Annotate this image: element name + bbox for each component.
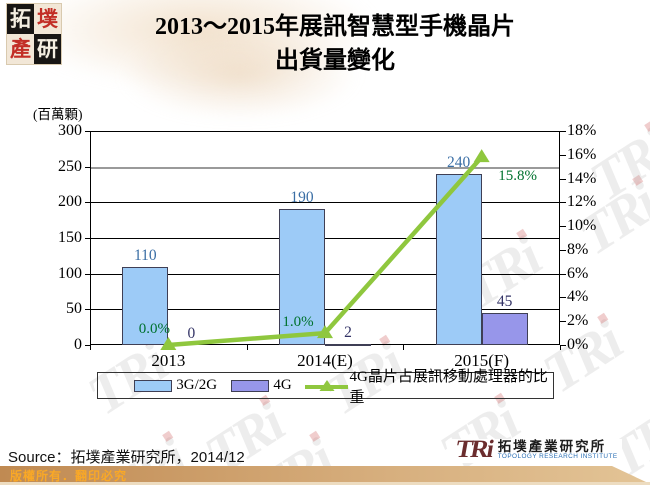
left-axis-tick: [85, 202, 90, 204]
legend-label-4g: 4G: [273, 377, 292, 393]
right-axis-tick: [560, 202, 566, 204]
left-axis-label: 150: [58, 229, 82, 246]
left-axis-unit-label: (百萬顆): [33, 107, 83, 122]
x-axis-tick: [246, 345, 248, 350]
source-note: Source：拓墣產業研究所，2014/12: [8, 449, 245, 466]
right-axis-label: 10%: [567, 217, 597, 235]
right-axis-tick: [560, 154, 566, 156]
right-axis-tick: [560, 345, 566, 346]
left-axis-label: 100: [58, 264, 82, 282]
left-axis-label: 250: [58, 157, 82, 175]
right-axis-tick: [560, 297, 566, 299]
left-axis-tick: [85, 238, 90, 239]
right-axis-tick: [560, 178, 566, 180]
left-axis-tick: [85, 131, 90, 132]
left-axis-tick: [85, 345, 90, 346]
bar-3G2G-2013: [122, 266, 169, 345]
seal-char: 拓: [7, 4, 34, 34]
right-axis-tick: [560, 321, 566, 323]
left-axis-tick: [85, 273, 90, 275]
line-data-label: 0.0%: [138, 321, 170, 337]
bar-3G2G-2015(F): [435, 173, 482, 345]
line-data-label: 1.0%: [282, 314, 314, 331]
legend-swatch-4g: [231, 379, 270, 392]
right-axis-label: 8%: [567, 240, 589, 258]
legend-line-marker-icon: [304, 379, 348, 391]
right-axis-tick: [560, 249, 566, 251]
left-axis-tick: [85, 309, 90, 311]
chart-title: 2013～2015年展訊智慧型手機晶片 出貨量變化: [70, 10, 600, 78]
right-axis-label: 4%: [567, 288, 589, 306]
legend-label-3g2g: 3G/2G: [176, 377, 218, 393]
seal-char: 墣: [37, 6, 58, 31]
bar-data-label: 110: [133, 246, 157, 264]
copyright-text: 版權所有．翻印必究: [10, 469, 128, 483]
legend-label-line: 4G晶片占展訊移動處理器的比重: [349, 368, 548, 406]
x-axis-tick: [90, 345, 91, 350]
chart-title-line2: 出貨量變化: [275, 48, 395, 74]
tri-logo-name-zh: 拓墣產業研究所: [497, 438, 607, 454]
bar-data-label: 240: [447, 153, 471, 171]
right-axis-label: 2%: [567, 312, 589, 330]
left-axis-label: 50: [66, 300, 82, 318]
legend: 3G/2G 4G 4G晶片占展訊移動處理器的比重: [97, 369, 554, 406]
seal-char: 研: [34, 34, 61, 64]
gridline: [91, 238, 559, 239]
right-axis-label: 12%: [567, 193, 597, 211]
right-axis-label: 0%: [567, 336, 589, 353]
line-data-label: 15.8%: [498, 168, 538, 185]
left-axis-label: 300: [58, 122, 82, 139]
left-axis-label: 200: [58, 193, 82, 211]
footer-bar-shadow: [0, 482, 650, 485]
tri-logo-name-en: TOPOLOGY RESEARCH INSTITUTE: [497, 453, 618, 461]
chart-title-line1: 2013～2015年展訊智慧型手機晶片: [155, 14, 515, 40]
legend-swatch-3g2g: [134, 379, 173, 392]
x-axis-tick: [403, 345, 405, 350]
bar-4G-2015(F): [481, 312, 528, 345]
bar-data-label: 45: [496, 292, 513, 310]
x-axis-label: 2015(F): [454, 351, 510, 370]
right-axis-tick: [560, 131, 566, 132]
bar-data-label: 190: [290, 189, 314, 207]
seal-char: 產: [10, 36, 31, 61]
right-axis-label: 18%: [567, 122, 597, 139]
x-axis-label: 2013: [151, 351, 186, 370]
bar-4G-2014(E): [325, 343, 371, 346]
left-axis-tick: [85, 166, 90, 168]
right-axis-tick: [560, 226, 566, 228]
right-axis-label: 14%: [567, 169, 597, 187]
right-axis-tick: [560, 273, 566, 275]
x-axis-tick: [560, 345, 561, 350]
left-axis-label: 0: [74, 336, 82, 353]
tri-logo: TRi 拓墣產業研究所 TOPOLOGY RESEARCH INSTITUTE: [452, 436, 622, 463]
right-axis-label: 16%: [567, 145, 597, 163]
tri-seal-logo: 拓墣產研: [6, 3, 62, 65]
footer-bar: 版權所有．翻印必究: [0, 466, 646, 483]
right-axis-label: 6%: [567, 264, 589, 282]
x-axis-label: 2014(E): [297, 351, 353, 370]
tri-logo-mark: TRi: [453, 436, 495, 463]
